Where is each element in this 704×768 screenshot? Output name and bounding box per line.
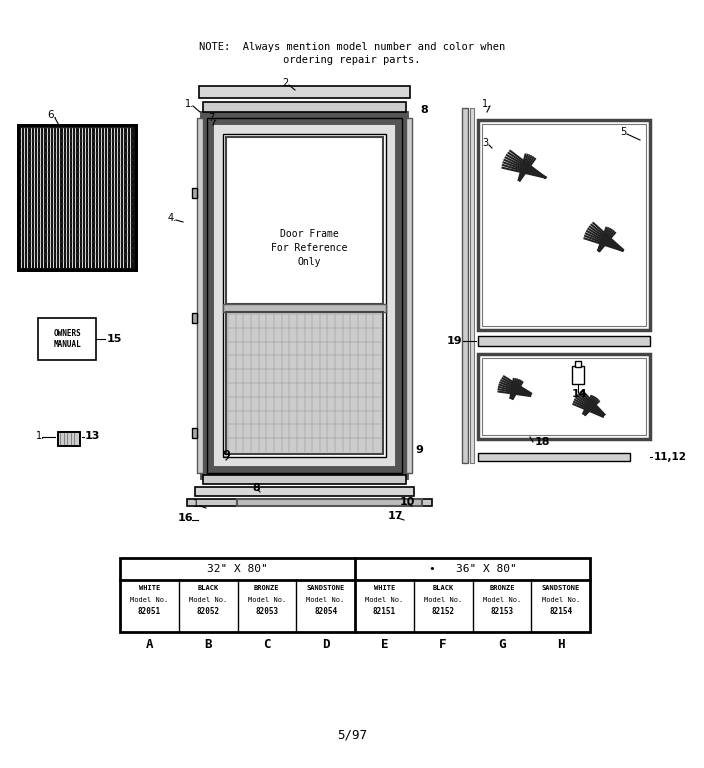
Text: Model No.: Model No.	[365, 597, 403, 603]
Text: WHITE: WHITE	[139, 585, 160, 591]
Bar	[195, 487, 414, 496]
Text: A: A	[146, 637, 153, 650]
Text: 82151: 82151	[373, 607, 396, 617]
Text: 82154: 82154	[549, 607, 572, 617]
Bar	[478, 354, 650, 439]
Text: 8: 8	[420, 105, 428, 115]
Text: 82153: 82153	[490, 607, 513, 617]
Text: D: D	[322, 637, 329, 650]
Text: G: G	[498, 637, 505, 650]
Bar	[192, 188, 197, 198]
Text: SANDSTONE: SANDSTONE	[306, 585, 345, 591]
Text: OWNERS
MANUAL: OWNERS MANUAL	[53, 329, 81, 349]
Bar	[203, 102, 406, 112]
Text: Model No.: Model No.	[189, 597, 227, 603]
Bar	[478, 336, 650, 346]
Text: 9: 9	[415, 445, 423, 455]
Text: 1.: 1.	[193, 499, 202, 509]
Text: C: C	[263, 637, 270, 650]
Text: 1.: 1.	[185, 99, 194, 109]
Bar	[237, 499, 422, 506]
Text: BRONZE: BRONZE	[489, 585, 515, 591]
Bar	[223, 134, 386, 457]
Text: Model No.: Model No.	[130, 597, 168, 603]
Text: 82054: 82054	[314, 607, 337, 617]
Text: WHITE: WHITE	[374, 585, 395, 591]
Bar	[192, 313, 197, 323]
Bar	[223, 304, 386, 312]
Bar	[226, 137, 383, 304]
Bar	[207, 118, 402, 473]
Text: BRONZE: BRONZE	[254, 585, 279, 591]
Bar	[203, 475, 406, 484]
Bar	[38, 318, 96, 360]
Text: Door Frame
For Reference
Only: Door Frame For Reference Only	[271, 229, 348, 267]
Text: 5/97: 5/97	[337, 729, 367, 741]
Text: 19: 19	[446, 336, 462, 346]
Bar	[58, 432, 80, 446]
Text: 13: 13	[85, 431, 101, 441]
Text: Model No.: Model No.	[483, 597, 521, 603]
Text: Model No.: Model No.	[306, 597, 345, 603]
Text: •   36" X 80": • 36" X 80"	[429, 564, 516, 574]
Text: E: E	[381, 637, 388, 650]
Text: 1.: 1.	[36, 431, 45, 441]
Bar	[18, 125, 136, 270]
Text: 8: 8	[252, 483, 260, 493]
Text: NOTE:  Always mention model number and color when: NOTE: Always mention model number and co…	[199, 42, 505, 52]
Bar	[120, 558, 590, 632]
Bar	[462, 108, 468, 463]
Text: 3.: 3.	[482, 138, 491, 148]
Text: 17: 17	[388, 511, 403, 521]
Text: 16: 16	[178, 513, 194, 523]
Bar	[207, 118, 402, 473]
Text: 82152: 82152	[432, 607, 455, 617]
Text: 5.: 5.	[620, 127, 629, 137]
Text: BLACK: BLACK	[198, 585, 219, 591]
Text: 4.: 4.	[168, 213, 177, 223]
Text: ordering repair parts.: ordering repair parts.	[283, 55, 421, 65]
Text: Model No.: Model No.	[248, 597, 286, 603]
Bar	[18, 125, 136, 270]
Bar	[58, 432, 80, 446]
Text: BLACK: BLACK	[432, 585, 454, 591]
Text: SANDSTONE: SANDSTONE	[541, 585, 580, 591]
Bar	[406, 118, 412, 473]
Text: 2.: 2.	[282, 78, 291, 88]
Text: 82053: 82053	[256, 607, 279, 617]
Bar	[478, 120, 650, 330]
Text: 6.: 6.	[47, 110, 57, 120]
Text: 1.: 1.	[482, 99, 491, 109]
Text: 14: 14	[572, 389, 588, 399]
Bar	[482, 358, 646, 435]
Bar	[575, 361, 581, 367]
Text: 18: 18	[535, 437, 551, 447]
Bar	[197, 118, 203, 473]
Bar	[470, 108, 474, 463]
Text: 11,12: 11,12	[654, 452, 687, 462]
Text: H: H	[557, 637, 565, 650]
Text: 10: 10	[400, 497, 415, 507]
Text: 7.: 7.	[208, 113, 218, 123]
Bar	[187, 499, 432, 506]
Bar	[192, 428, 197, 438]
Text: F: F	[439, 637, 447, 650]
Text: 32" X 80": 32" X 80"	[207, 564, 268, 574]
Text: Model No.: Model No.	[424, 597, 463, 603]
Bar	[478, 453, 630, 461]
Text: Model No.: Model No.	[541, 597, 580, 603]
Text: B: B	[204, 637, 212, 650]
Bar	[226, 312, 383, 454]
Text: 82052: 82052	[196, 607, 220, 617]
Text: 82051: 82051	[138, 607, 161, 617]
Text: 9: 9	[222, 450, 230, 460]
Bar	[199, 86, 410, 98]
Text: 15: 15	[107, 334, 122, 344]
Bar	[572, 366, 584, 384]
Bar	[482, 124, 646, 326]
